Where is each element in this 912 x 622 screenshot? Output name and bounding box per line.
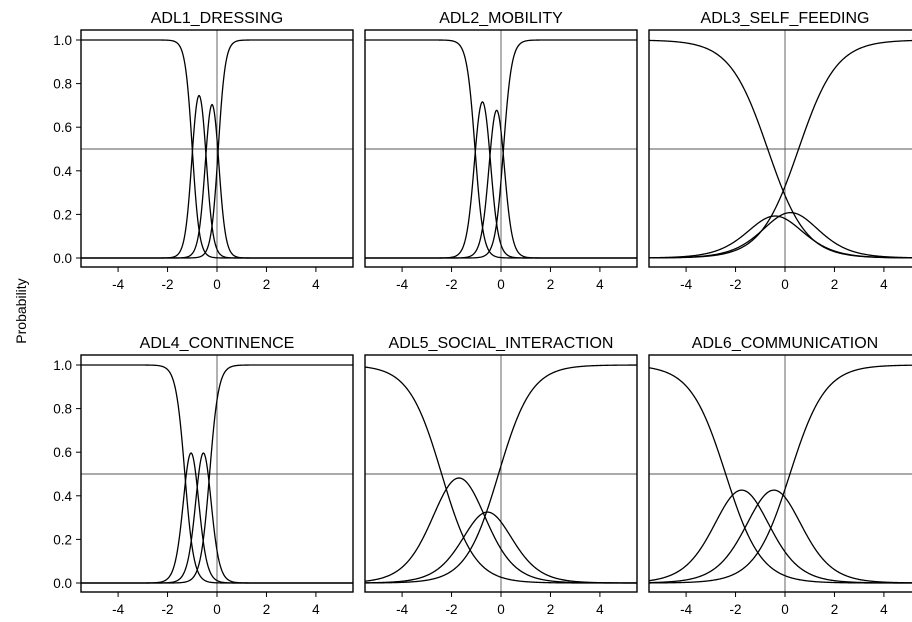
x-tick-label: 2: [263, 602, 271, 617]
x-tick-label: -4: [112, 602, 124, 617]
category-curve-3: [365, 511, 637, 584]
y-tick-label: 0.8: [53, 402, 72, 417]
panel-frame: [648, 29, 912, 268]
panel-4: ADL4_CONTINENCE -4 -2 0 2 4 0.0 0.2 0.4 0.6 0.8 1.0: [53, 335, 354, 617]
y-tick-label: 0.0: [53, 251, 72, 266]
curves: [649, 39, 912, 259]
category-curve-1: [649, 367, 912, 584]
category-curve-2: [649, 489, 912, 584]
category-curve-4: [81, 39, 353, 259]
panel-frame: [648, 354, 912, 593]
curves: [81, 364, 353, 584]
y-tick-label: 0.0: [53, 576, 72, 591]
panel-title: ADL2_MOBILITY: [439, 10, 563, 27]
x-tick-label: 0: [213, 277, 221, 292]
x-tick-label: 4: [880, 277, 888, 292]
y-tick-label: 0.4: [53, 164, 72, 179]
category-curve-3: [649, 211, 912, 259]
y-tick-label: 1.0: [53, 33, 72, 48]
x-tick-label: 0: [497, 277, 505, 292]
x-tick-label: -4: [680, 602, 692, 617]
x-tick-label: 2: [547, 602, 555, 617]
category-curve-4: [365, 39, 637, 259]
panel-title: ADL1_DRESSING: [151, 10, 284, 27]
panel-title: ADL5_SOCIAL_INTERACTION: [389, 335, 614, 352]
category-curve-2: [649, 215, 912, 259]
x-tick-label: 2: [547, 277, 555, 292]
category-curve-4: [365, 364, 637, 584]
panel-title: ADL3_SELF_FEEDING: [701, 10, 870, 27]
x-tick-label: 2: [263, 277, 271, 292]
panel-title: ADL4_CONTINENCE: [140, 335, 295, 352]
panel-2: ADL2_MOBILITY -4 -2 0 2 4: [364, 10, 638, 292]
panel-1: ADL1_DRESSING -4 -2 0 2 4 0.0 0.2 0.4 0.6 0.8 1.0: [53, 10, 354, 292]
panels-layer: ADL1_DRESSING-4 -2 0 2 40.00.20.40.60.81.0AD…: [53, 10, 912, 617]
x-tick-label: -2: [446, 602, 458, 617]
x-tick-label: -2: [730, 602, 742, 617]
curves: [365, 364, 637, 584]
x-tick-label: 4: [312, 602, 320, 617]
category-curve-4: [649, 39, 912, 259]
y-tick-label: 0.8: [53, 77, 72, 92]
x-tick-label: -4: [680, 277, 692, 292]
y-tick-label: 0.6: [53, 445, 72, 460]
y-tick-label: 1.0: [53, 358, 72, 373]
x-tick-label: -2: [730, 277, 742, 292]
x-tick-label: 0: [781, 277, 789, 292]
panel-6: ADL6_COMMUNICATION -4 -2 0 2 4: [648, 335, 912, 617]
panel-3: ADL3_SELF_FEEDING -4 -2 0 2 4: [648, 10, 912, 292]
x-tick-label: 2: [831, 602, 839, 617]
x-tick-label: 0: [497, 602, 505, 617]
x-tick-label: 2: [831, 277, 839, 292]
x-tick-label: -2: [446, 277, 458, 292]
x-tick-label: 4: [596, 277, 604, 292]
y-axis-label: Probability: [13, 278, 29, 343]
y-tick-label: 0.4: [53, 489, 72, 504]
x-tick-label: 4: [596, 602, 604, 617]
x-tick-label: 0: [213, 602, 221, 617]
y-tick-label: 0.2: [53, 532, 72, 547]
x-tick-label: -2: [162, 602, 174, 617]
category-curve-3: [649, 489, 912, 584]
category-curve-4: [649, 364, 912, 584]
curves: [365, 39, 637, 259]
x-tick-label: 4: [312, 277, 320, 292]
panel-5: ADL5_SOCIAL_INTERACTION -4 -2 0 2 4: [364, 335, 638, 617]
curves: [649, 364, 912, 584]
y-tick-label: 0.6: [53, 120, 72, 135]
x-tick-label: -4: [112, 277, 124, 292]
x-tick-label: 4: [880, 602, 888, 617]
curves: [81, 39, 353, 259]
y-tick-label: 0.2: [53, 207, 72, 222]
panel-title: ADL6_COMMUNICATION: [692, 335, 878, 352]
x-tick-label: -4: [396, 277, 408, 292]
x-tick-label: 0: [781, 602, 789, 617]
x-tick-label: -2: [162, 277, 174, 292]
x-tick-label: -4: [396, 602, 408, 617]
category-curve-4: [81, 364, 353, 584]
